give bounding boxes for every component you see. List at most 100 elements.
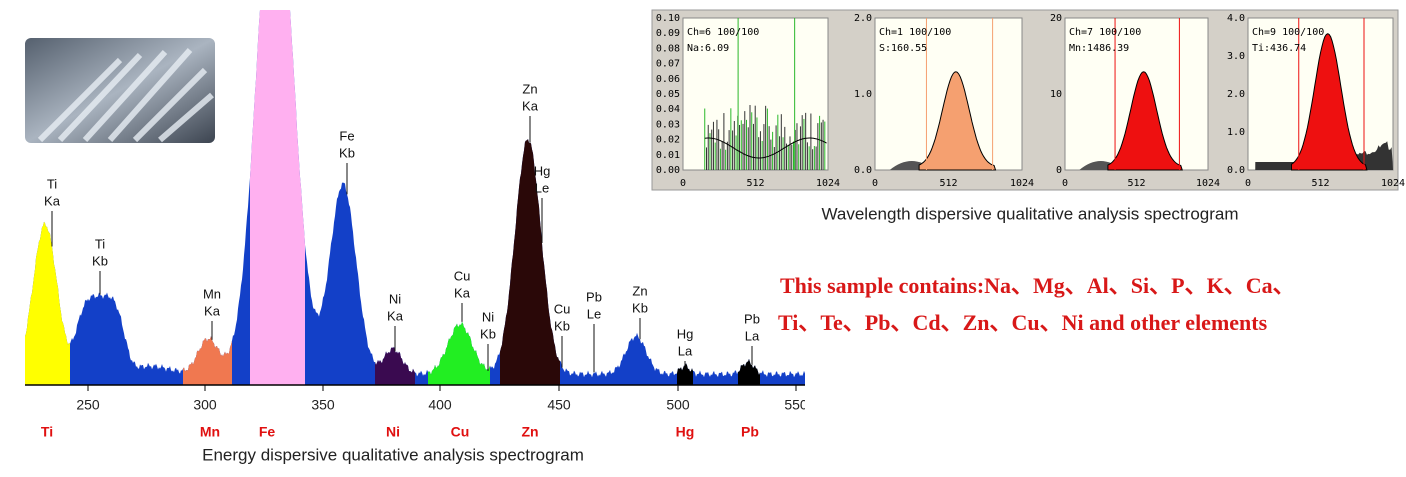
y-tick-label: 2.0 (854, 13, 872, 24)
element-label: Zn (521, 424, 538, 440)
peak-label: Ni (482, 309, 494, 324)
x-tick-label: 550 (784, 397, 808, 413)
x-tick-label: 300 (193, 397, 217, 413)
peak-area (183, 336, 232, 385)
y-tick-label: 10 (1050, 89, 1062, 100)
x-tick-label: 1024 (1196, 178, 1220, 189)
y-tick-label: 0.0 (854, 165, 872, 176)
peak-area (25, 10, 805, 385)
peak-fill (918, 71, 997, 171)
x-tick-label: 1024 (816, 178, 840, 189)
wds-caption: Wavelength dispersive qualitative analys… (821, 204, 1238, 223)
peak-label: Le (535, 180, 549, 195)
peak-area (500, 139, 560, 385)
peak-area (428, 321, 490, 385)
peak-fill (1291, 33, 1368, 171)
peak-fill (1107, 71, 1183, 171)
peak-label: Cu (554, 301, 571, 316)
x-tick-label: 250 (76, 397, 100, 413)
y-tick-label: 0.09 (656, 28, 680, 39)
panel-header: Ch=1 100/100 (879, 27, 951, 38)
peak-area (375, 346, 415, 385)
peak-label: Hg (534, 163, 551, 178)
peak-label: La (745, 328, 760, 343)
panel-result: Ti:436.74 (1252, 43, 1306, 54)
peak-area (738, 358, 760, 385)
element-label: Hg (676, 424, 695, 440)
summary-line: This sample contains:Na、Mg、Al、Si、P、K、Ca、 (780, 273, 1295, 298)
panel-header: Ch=9 100/100 (1252, 27, 1324, 38)
peak-label: Zn (522, 81, 537, 96)
peak-label: Le (587, 306, 601, 321)
y-tick-label: 0.08 (656, 43, 680, 54)
element-label: Fe (259, 424, 276, 440)
x-tick-label: 512 (1127, 178, 1145, 189)
peak-label: Ka (204, 303, 221, 318)
peak-label: Ka (44, 193, 61, 208)
panel-result: Na:6.09 (687, 43, 729, 54)
y-tick-label: 0.06 (656, 74, 680, 85)
y-tick-label: 0.05 (656, 89, 680, 100)
y-tick-label: 20 (1050, 13, 1062, 24)
x-tick-label: 512 (939, 178, 957, 189)
x-tick-label: 400 (428, 397, 452, 413)
y-tick-label: 0.03 (656, 119, 680, 130)
panel-header: Ch=7 100/100 (1069, 27, 1141, 38)
wds-panels: Ch=6 100/100 Na:6.09 0.10 0.09 0.08 0.07 0.06 0… (656, 13, 1405, 189)
x-tick-label: 512 (746, 178, 764, 189)
element-label: Ni (386, 424, 400, 440)
peak-label: Hg (677, 326, 694, 341)
y-tick-label: 0 (1056, 165, 1062, 176)
peak-label: Kb (554, 318, 570, 333)
element-label: Cu (451, 424, 470, 440)
peak-label: Ka (522, 98, 539, 113)
peak-label: Mn (203, 286, 221, 301)
y-tick-label: 2.0 (1227, 89, 1245, 100)
x-tick-label: 500 (666, 397, 690, 413)
y-tick-label: 0.01 (656, 150, 680, 161)
y-tick-label: 0.10 (656, 13, 680, 24)
x-tick-label: 0 (680, 178, 686, 189)
peak-label: Kb (480, 326, 496, 341)
x-tick-label: 512 (1311, 178, 1329, 189)
element-label: Mn (200, 424, 220, 440)
x-tick-label: 0 (1062, 178, 1068, 189)
peak-area (250, 10, 305, 385)
x-tick-label: 1024 (1381, 178, 1405, 189)
peak-label: Fe (339, 128, 354, 143)
peak-label: Ti (47, 176, 57, 191)
x-tick-label: 1024 (1010, 178, 1034, 189)
peak-label: Pb (586, 289, 602, 304)
peak-label: Kb (632, 300, 648, 315)
y-tick-label: 0.02 (656, 135, 680, 146)
x-tick-label: 0 (872, 178, 878, 189)
fit-curve (704, 137, 827, 159)
peak-area (25, 221, 70, 385)
summary-line: Ti、Te、Pb、Cd、Zn、Cu、Ni and other elements (778, 310, 1268, 335)
peak-label: La (678, 343, 693, 358)
panel-result: S:160.55 (879, 43, 927, 54)
eds-caption: Energy dispersive qualitative analysis s… (202, 445, 584, 464)
peak-label: Ka (387, 308, 404, 323)
peak-label: Ka (454, 285, 471, 300)
y-tick-label: 0.0 (1227, 165, 1245, 176)
photo (25, 38, 215, 143)
peak-label: Kb (92, 253, 108, 268)
y-tick-label: 0.00 (656, 165, 680, 176)
panel-result: Mn:1486.39 (1069, 43, 1129, 54)
element-label: Ti (41, 424, 53, 440)
y-tick-label: 4.0 (1227, 13, 1245, 24)
y-tick-label: 0.07 (656, 59, 680, 70)
peak-area (677, 363, 693, 385)
peak-label: Zn (632, 283, 647, 298)
peak-label: Kb (339, 145, 355, 160)
element-label: Pb (741, 424, 759, 440)
peak-label: Ni (389, 291, 401, 306)
x-tick-label: 0 (1245, 178, 1251, 189)
peak-label: Pb (744, 311, 760, 326)
y-tick-label: 0.04 (656, 104, 680, 115)
panel-header: Ch=6 100/100 (687, 27, 759, 38)
y-tick-label: 3.0 (1227, 51, 1245, 62)
